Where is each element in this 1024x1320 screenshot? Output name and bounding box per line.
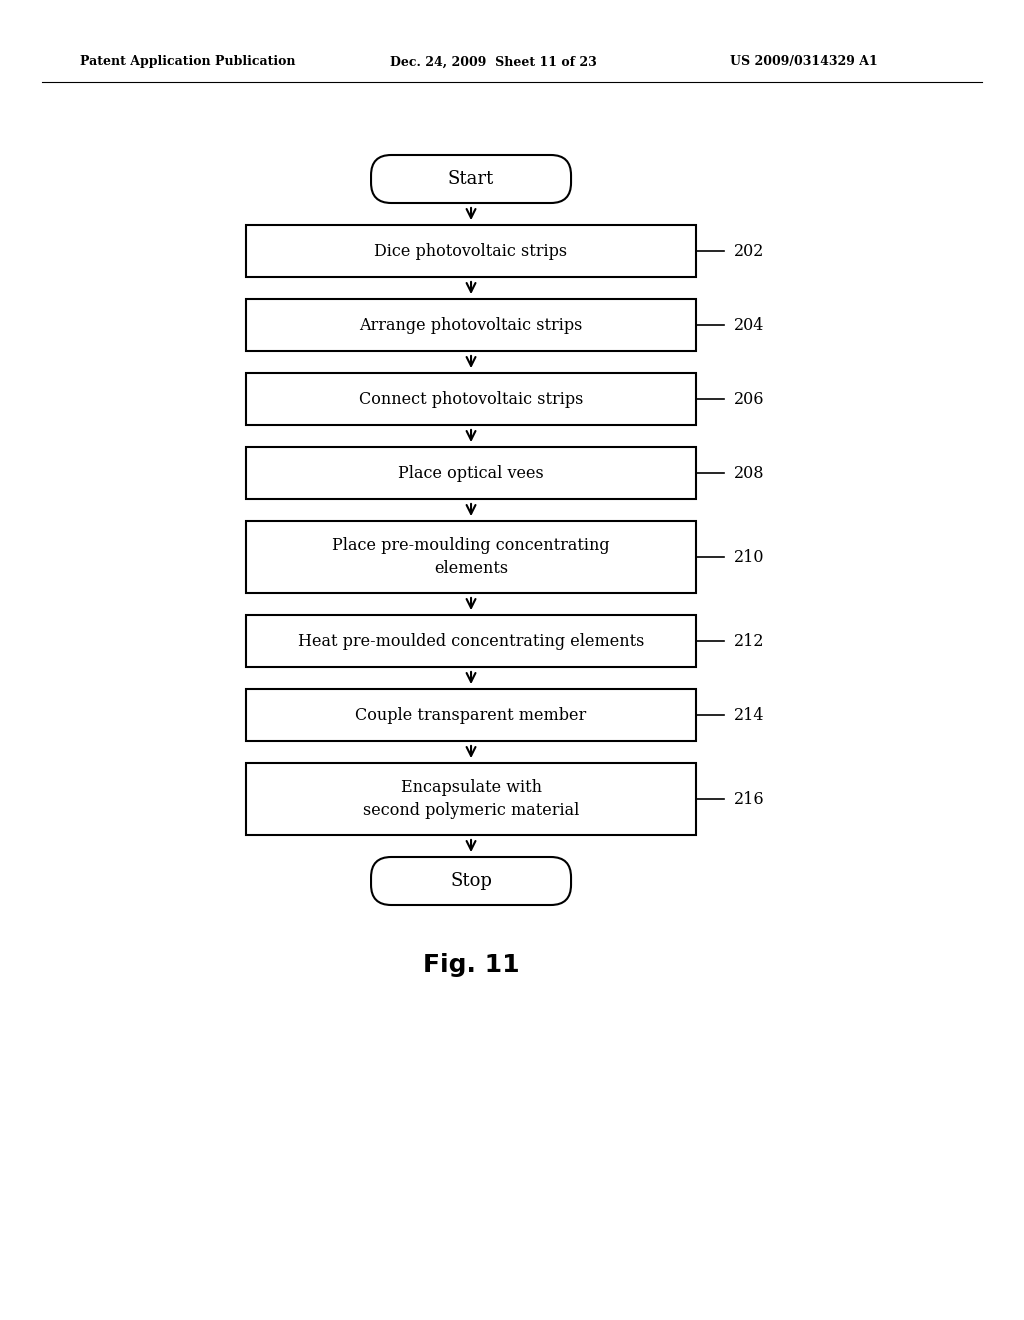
Bar (246, 521, 696, 593)
Text: Couple transparent member: Couple transparent member (355, 706, 587, 723)
Text: 202: 202 (734, 243, 765, 260)
Text: US 2009/0314329 A1: US 2009/0314329 A1 (730, 55, 878, 69)
Text: Patent Application Publication: Patent Application Publication (80, 55, 296, 69)
Bar (246, 763, 696, 836)
Text: Fig. 11: Fig. 11 (423, 953, 519, 977)
Text: 214: 214 (734, 706, 765, 723)
Text: Place pre-moulding concentrating
elements: Place pre-moulding concentrating element… (332, 537, 610, 577)
Bar (246, 374, 696, 425)
Text: Encapsulate with
second polymeric material: Encapsulate with second polymeric materi… (362, 779, 580, 818)
Bar (246, 224, 696, 277)
Text: Dec. 24, 2009  Sheet 11 of 23: Dec. 24, 2009 Sheet 11 of 23 (390, 55, 597, 69)
Bar (246, 447, 696, 499)
Text: Stop: Stop (451, 873, 492, 890)
Text: 204: 204 (734, 317, 765, 334)
Text: Arrange photovoltaic strips: Arrange photovoltaic strips (359, 317, 583, 334)
Text: Heat pre-moulded concentrating elements: Heat pre-moulded concentrating elements (298, 632, 644, 649)
Text: 216: 216 (734, 791, 765, 808)
FancyBboxPatch shape (371, 857, 571, 906)
Text: 206: 206 (734, 391, 765, 408)
Text: Dice photovoltaic strips: Dice photovoltaic strips (375, 243, 567, 260)
Bar (246, 615, 696, 667)
Text: 210: 210 (734, 549, 765, 565)
Bar (246, 300, 696, 351)
Bar (246, 689, 696, 741)
Text: 212: 212 (734, 632, 765, 649)
Text: Place optical vees: Place optical vees (398, 465, 544, 482)
Text: 208: 208 (734, 465, 765, 482)
FancyBboxPatch shape (371, 154, 571, 203)
Text: Connect photovoltaic strips: Connect photovoltaic strips (358, 391, 584, 408)
Text: Start: Start (447, 170, 495, 187)
